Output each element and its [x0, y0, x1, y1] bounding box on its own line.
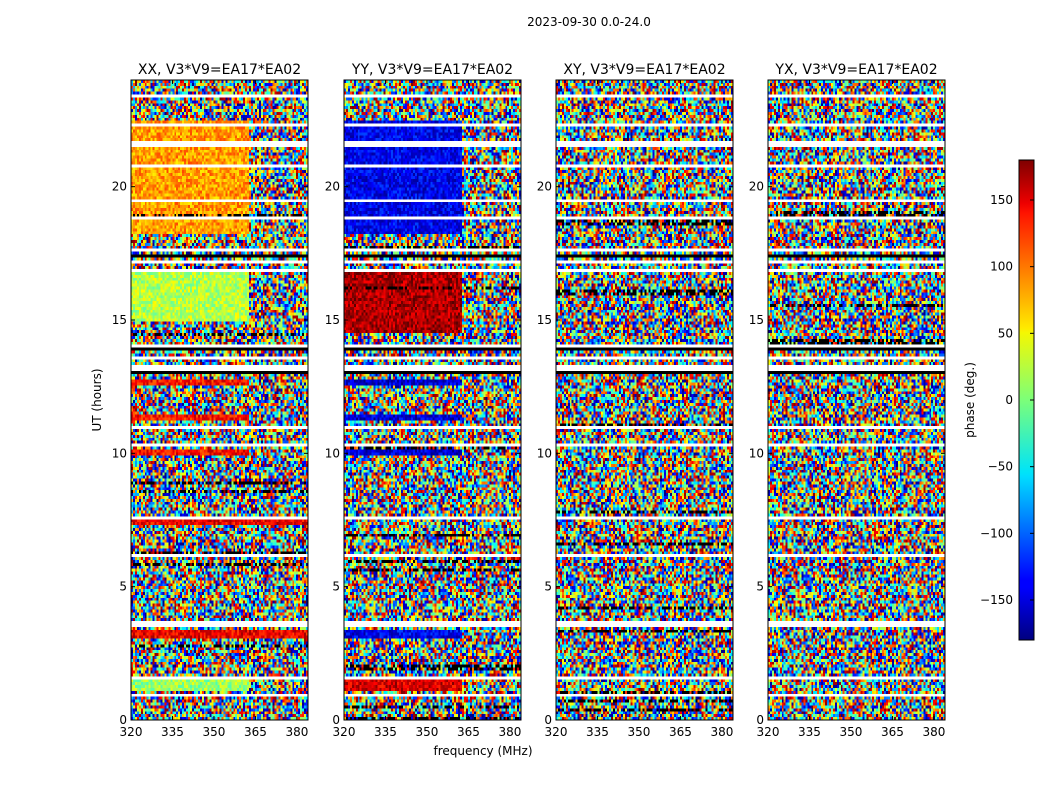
x-tick-label: 350 — [628, 725, 651, 739]
y-tick-label: 5 — [332, 580, 340, 594]
x-tick-label: 320 — [120, 725, 143, 739]
colorbar-tick-label: 150 — [990, 193, 1013, 207]
y-tick-label: 5 — [119, 580, 127, 594]
x-tick-label: 350 — [203, 725, 226, 739]
x-tick-label: 335 — [161, 725, 184, 739]
panel-1-heatmap — [131, 80, 308, 720]
x-tick-label: 350 — [416, 725, 439, 739]
panel-3-title: XY, V3*V9=EA17*EA02 — [563, 62, 725, 78]
panel-4-heatmap — [768, 80, 945, 720]
y-tick-label: 20 — [749, 180, 764, 194]
x-tick-label: 320 — [333, 725, 356, 739]
panel-2: YY, V3*V9=EA17*EA02 320 335 350 365 380 0 5 10 15… — [325, 62, 522, 739]
y-tick-label: 20 — [112, 180, 127, 194]
panel-4-frame — [767, 79, 946, 721]
y-tick-label: 20 — [325, 180, 340, 194]
colorbar: 150 100 50 0 −50 −100 −150 — [980, 159, 1035, 641]
y-tick-label: 0 — [119, 713, 127, 727]
y-tick-label: 10 — [325, 446, 340, 460]
panel-4: YX, V3*V9=EA17*EA02 320 335 350 365 380 0 5 10 15… — [749, 62, 946, 739]
panel-3-heatmap — [556, 80, 733, 720]
colorbar-tick-label: −150 — [980, 593, 1013, 607]
y-tick-label: 20 — [537, 180, 552, 194]
y-tick-label: 0 — [544, 713, 552, 727]
y-tick-label: 15 — [537, 313, 552, 327]
x-tick-label: 380 — [710, 725, 733, 739]
panel-2-frame — [343, 79, 522, 721]
panel-1-frame — [130, 79, 309, 721]
y-tick-label: 0 — [332, 713, 340, 727]
x-tick-label: 335 — [586, 725, 609, 739]
colorbar-tick-label: −100 — [980, 526, 1013, 540]
x-tick-label: 365 — [881, 725, 904, 739]
colorbar-tick-label: −50 — [988, 460, 1013, 474]
suptitle: 2023-09-30 0.0-24.0 — [527, 15, 651, 29]
x-tick-label: 320 — [545, 725, 568, 739]
x-tick-label: 380 — [922, 725, 945, 739]
panel-3: XY, V3*V9=EA17*EA02 320 335 350 365 380 0 5 10 15… — [537, 62, 734, 739]
x-tick-label: 365 — [244, 725, 267, 739]
panel-3-frame — [555, 79, 734, 721]
y-tick-label: 10 — [537, 446, 552, 460]
colorbar-tick-label: 0 — [1005, 393, 1013, 407]
x-tick-label: 335 — [374, 725, 397, 739]
colorbar-tick-label: 100 — [990, 260, 1013, 274]
panel-1-title: XX, V3*V9=EA17*EA02 — [138, 62, 301, 78]
x-tick-label: 365 — [669, 725, 692, 739]
panel-2-heatmap — [344, 80, 521, 720]
x-axis-label: frequency (MHz) — [433, 744, 532, 758]
x-tick-label: 365 — [457, 725, 480, 739]
y-tick-label: 15 — [112, 313, 127, 327]
y-tick-label: 10 — [749, 446, 764, 460]
y-tick-label: 0 — [756, 713, 764, 727]
y-tick-label: 10 — [112, 446, 127, 460]
y-tick-label: 15 — [325, 313, 340, 327]
y-tick-label: 15 — [749, 313, 764, 327]
panels-layer: XX, V3*V9=EA17*EA02 320 335 350 365 380 0 5 10 15… — [112, 62, 946, 739]
panel-1: XX, V3*V9=EA17*EA02 320 335 350 365 380 0 5 10 15… — [112, 62, 309, 739]
colorbar-label: phase (deg.) — [963, 362, 977, 438]
y-axis-label: UT (hours) — [90, 368, 104, 431]
x-tick-label: 380 — [498, 725, 521, 739]
x-tick-label: 350 — [840, 725, 863, 739]
x-tick-label: 335 — [798, 725, 821, 739]
y-tick-label: 5 — [756, 580, 764, 594]
colorbar-tick-label: 50 — [998, 326, 1013, 340]
x-tick-label: 320 — [757, 725, 780, 739]
panel-2-title: YY, V3*V9=EA17*EA02 — [351, 62, 513, 78]
panel-4-title: YX, V3*V9=EA17*EA02 — [774, 62, 937, 78]
y-tick-label: 5 — [544, 580, 552, 594]
x-tick-label: 380 — [285, 725, 308, 739]
